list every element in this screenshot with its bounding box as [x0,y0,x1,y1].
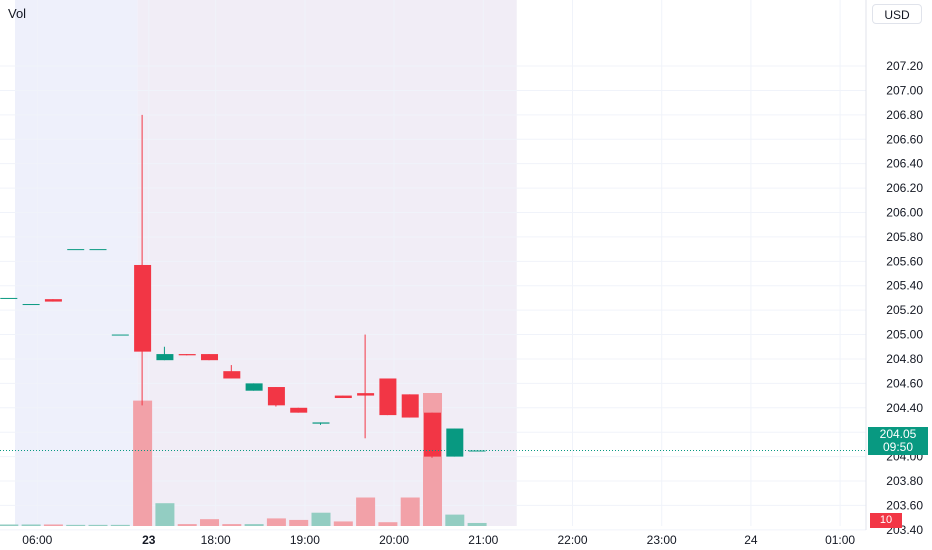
volume-indicator-label[interactable]: Vol [8,6,27,21]
volume-bar [289,519,309,526]
volume-bar [88,524,108,526]
time-tick-label: 23:00 [647,533,677,547]
pre-market-session-bg [15,0,138,526]
volume-bar [445,514,465,526]
price-tick-label: 205.00 [886,328,923,342]
candle-body [111,334,129,336]
volume-bar [244,524,264,526]
volume-bar [0,524,19,526]
volume-bar [222,524,242,526]
volume-bar [200,519,220,526]
volume-bar [400,497,420,526]
volume-bar [155,503,175,526]
price-tick-label: 207.20 [886,59,923,73]
volume-bar [21,524,41,526]
price-tick-label: 205.80 [886,230,923,244]
candle-body [357,393,375,396]
bar-countdown: 09:50 [882,440,914,454]
volume-bar [133,400,153,526]
candle-body [0,297,18,299]
last-price-badge: 204.05 09:50 [868,427,928,455]
price-tick-label: 203.60 [886,498,923,512]
candle-body [44,299,62,302]
candle-body [156,354,174,361]
price-tick-label: 206.40 [886,157,923,171]
candle-body [267,387,285,406]
volume-bar [43,524,63,526]
price-tick-label: 206.00 [886,206,923,220]
currency-button[interactable]: USD [872,4,922,24]
price-tick-label: 205.20 [886,303,923,317]
price-tick-label: 204.40 [886,401,923,415]
last-price-value: 204.05 [879,427,917,441]
volume-bar [266,518,286,526]
volume-bar [311,512,331,526]
time-tick-label: 22:00 [557,533,587,547]
candle-body [312,422,330,424]
time-tick-label: 06:00 [22,533,52,547]
candle-body [379,378,397,416]
candle-body [290,407,308,413]
price-tick-label: 204.60 [886,376,923,390]
volume-bar [110,524,130,526]
candle-body [134,264,152,352]
candle-body [424,412,442,457]
candle-body [245,383,263,391]
volume-bar [177,524,197,526]
candlestick-series [0,114,486,458]
volume-bar [467,522,487,526]
time-tick-label: 24 [744,533,758,547]
price-axis[interactable]: 203.40203.60203.80204.00204.20204.40204.… [886,59,923,537]
price-tick-label: 205.60 [886,254,923,268]
time-tick-label: 23 [142,533,156,547]
price-tick-label: 203.80 [886,474,923,488]
candle-body [178,354,196,356]
candle-body [446,428,464,457]
price-tick-label: 206.20 [886,181,923,195]
volume-bar [66,524,86,526]
time-tick-label: 18:00 [201,533,231,547]
candle-body [22,304,40,306]
time-tick-label: 21:00 [468,533,498,547]
candle-body [89,249,107,251]
price-tick-label: 206.60 [886,132,923,146]
volume-bar [378,522,398,526]
volume-bar [356,497,376,526]
time-tick-label: 20:00 [379,533,409,547]
volume-value-badge: 10 [870,513,902,528]
time-tick-label: 01:00 [825,533,855,547]
candle-body [67,249,85,251]
price-tick-label: 204.80 [886,352,923,366]
candle-body [201,354,219,361]
time-axis[interactable]: 06:00 23 18:00 19:00 20:00 21:00 22:00 23:00 24 0… [22,533,855,547]
candle-body [223,371,241,379]
volume-bar [333,521,353,526]
time-tick-label: 19:00 [290,533,320,547]
candle-body [401,394,419,418]
candle-body [334,395,352,399]
price-tick-label: 205.40 [886,279,923,293]
price-tick-label: 206.80 [886,108,923,122]
price-tick-label: 207.00 [886,83,923,97]
